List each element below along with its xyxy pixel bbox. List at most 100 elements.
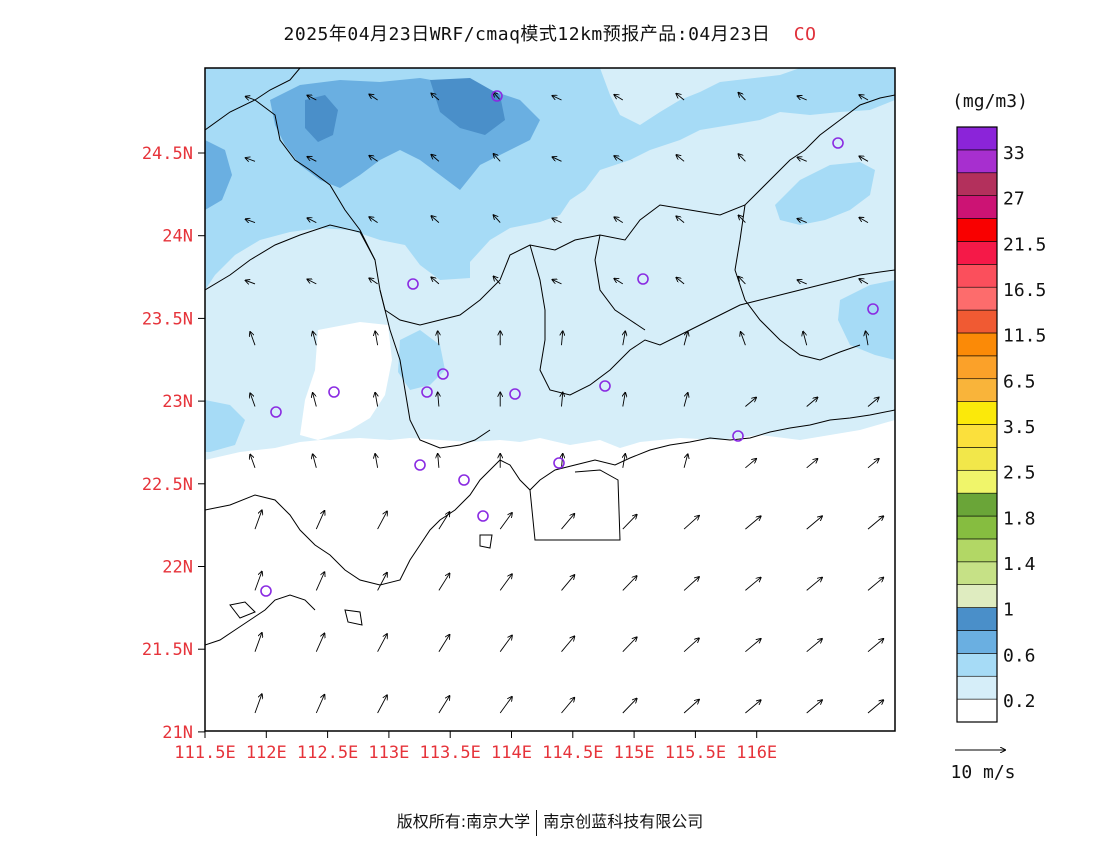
station-marker bbox=[867, 303, 879, 315]
wind-arrow bbox=[377, 695, 387, 714]
colorbar-label: 1.8 bbox=[1003, 508, 1036, 529]
lon-tick-label: 112E bbox=[246, 743, 287, 763]
wind-arrow bbox=[552, 218, 562, 224]
colorbar-cell bbox=[956, 538, 998, 563]
wind-arrow bbox=[438, 696, 450, 714]
wind-arrow bbox=[745, 700, 760, 714]
wind-arrow bbox=[683, 700, 699, 714]
admin-boundary-south bbox=[379, 289, 491, 449]
wind-arrow bbox=[438, 454, 439, 468]
wind-arrow bbox=[315, 572, 324, 591]
wind-arrow bbox=[307, 157, 317, 162]
wind-arrow bbox=[315, 695, 324, 714]
lat-tick-label: 23N bbox=[162, 392, 193, 412]
colorbar-cell bbox=[956, 332, 998, 357]
wind-arrow bbox=[561, 514, 575, 530]
wind-arrow bbox=[859, 279, 869, 285]
wind-arrow bbox=[377, 573, 387, 591]
wind-arrow bbox=[867, 516, 883, 530]
wind-arrow bbox=[683, 454, 688, 468]
station-marker bbox=[832, 137, 844, 149]
coastline-and-boundaries bbox=[205, 68, 895, 646]
field-class-0.6-east bbox=[775, 162, 875, 225]
lat-tick-label: 24N bbox=[162, 227, 193, 247]
colorbar-label: 2.5 bbox=[1003, 463, 1036, 484]
wind-vector-field bbox=[246, 93, 884, 714]
wind-arrow bbox=[313, 454, 317, 468]
title-main: 2025年04月23日WRF/cmaq模式12km预报产品:04月23日 bbox=[283, 24, 771, 45]
wind-arrow bbox=[745, 459, 756, 469]
colorbar-cell bbox=[956, 286, 998, 311]
colorbar-cell bbox=[956, 309, 998, 334]
wind-arrow bbox=[806, 516, 822, 530]
hong-kong-boundary bbox=[529, 469, 621, 541]
station-marker bbox=[414, 459, 426, 471]
colorbar-cell bbox=[956, 241, 998, 265]
province-boundary bbox=[205, 68, 301, 131]
wind-arrow bbox=[254, 510, 262, 530]
station-marker bbox=[732, 430, 744, 442]
wind-arrow bbox=[623, 393, 625, 407]
island-1 bbox=[229, 601, 256, 619]
wind-arrow bbox=[307, 279, 317, 285]
footer-left: 版权所有:南京大学 bbox=[396, 812, 531, 831]
wind-arrow bbox=[614, 279, 624, 285]
colorbar-cell bbox=[956, 172, 998, 196]
colorbar-cell bbox=[956, 607, 998, 631]
colorbar: 33 27 21.5 16.5 11.5 6.5 3.5 2.5 1.8 1.4 1 0.6 0.2 bbox=[956, 126, 1046, 723]
wind-arrow bbox=[438, 635, 450, 652]
wind-arrow bbox=[562, 454, 563, 468]
lon-tick-label: 114.5E bbox=[542, 743, 603, 763]
wind-arrow bbox=[683, 638, 699, 653]
wind-arrow bbox=[676, 94, 685, 101]
wind-arrow bbox=[438, 512, 450, 530]
wind-arrow bbox=[315, 633, 324, 652]
wind-arrow bbox=[741, 332, 746, 346]
colorbar-label: 33 bbox=[1003, 143, 1025, 164]
field-class-lowest-patch bbox=[300, 322, 392, 440]
wind-arrow bbox=[561, 698, 575, 714]
lon-tick-label: 111.5E bbox=[174, 743, 235, 763]
wind-arrow bbox=[431, 216, 440, 223]
island-2 bbox=[344, 609, 363, 626]
station-marker bbox=[491, 90, 503, 102]
colorbar-cell bbox=[956, 630, 998, 654]
field-class-1-west bbox=[205, 140, 232, 210]
admin-boundary-east-3 bbox=[734, 204, 861, 361]
wind-arrow bbox=[622, 637, 637, 653]
wind-arrow bbox=[313, 393, 317, 407]
colorbar-cell bbox=[956, 378, 998, 402]
wind-arrow bbox=[745, 639, 760, 653]
lon-tick-label: 112.5E bbox=[297, 743, 358, 763]
wind-arrow bbox=[676, 155, 685, 162]
wind-arrow bbox=[499, 636, 512, 652]
lon-tick-label: 113E bbox=[368, 743, 409, 763]
colorbar-label: 27 bbox=[1003, 189, 1025, 210]
wind-arrow bbox=[867, 578, 883, 591]
field-class-0.6-southeast bbox=[838, 280, 895, 360]
colorbar-label: 6.5 bbox=[1003, 371, 1036, 392]
wind-arrow bbox=[806, 398, 818, 407]
lat-tick-label: 22.5N bbox=[142, 475, 193, 495]
wind-arrow bbox=[562, 331, 563, 346]
station-marker bbox=[260, 585, 272, 597]
station-marker bbox=[270, 406, 282, 418]
wind-arrow bbox=[494, 215, 501, 223]
field-class-1-dark-2 bbox=[430, 78, 505, 135]
map-frame bbox=[204, 67, 896, 732]
wind-arrow bbox=[867, 459, 879, 469]
colorbar-label: 11.5 bbox=[1003, 326, 1046, 347]
lon-tick-label: 113.5E bbox=[419, 743, 480, 763]
wind-arrow bbox=[676, 216, 685, 223]
admin-boundary-east bbox=[529, 244, 895, 396]
colorbar-cell bbox=[956, 126, 998, 151]
wind-arrow bbox=[683, 516, 699, 530]
wind-arrow bbox=[552, 96, 562, 101]
station-marker bbox=[553, 457, 565, 469]
wind-arrow bbox=[614, 156, 624, 162]
lon-tick-label: 115E bbox=[614, 743, 655, 763]
wind-arrow bbox=[745, 516, 760, 530]
title-pollutant: CO bbox=[793, 24, 817, 45]
wind-arrow bbox=[623, 331, 625, 346]
wind-arrow bbox=[859, 95, 869, 101]
